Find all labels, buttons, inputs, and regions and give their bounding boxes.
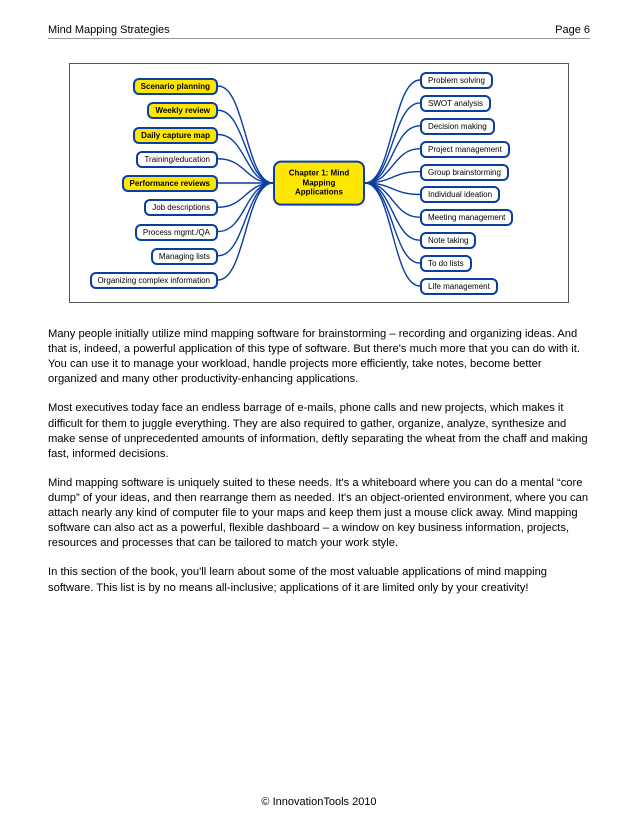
- mindmap-node: Group brainstorming: [420, 164, 509, 181]
- paragraph: Most executives today face an endless ba…: [48, 401, 590, 461]
- mindmap-node: Process mgmt./QA: [135, 224, 218, 241]
- mindmap-node: Training/education: [136, 151, 218, 168]
- mindmap-node: Managing lists: [151, 248, 218, 265]
- mindmap-node: Daily capture map: [133, 127, 218, 144]
- body-copy: Many people initially utilize mind mappi…: [48, 327, 590, 596]
- page-header: Mind Mapping Strategies Page 6: [48, 24, 590, 39]
- mindmap-node: Organizing complex information: [90, 272, 219, 289]
- header-page: Page 6: [555, 24, 590, 36]
- mindmap-node: Job descriptions: [144, 199, 218, 216]
- mindmap-node: Life management: [420, 278, 498, 295]
- mindmap-node: SWOT analysis: [420, 95, 491, 112]
- mindmap-node: Performance reviews: [122, 175, 219, 192]
- mindmap-node: Weekly review: [147, 102, 218, 119]
- center-node: Chapter 1: Mind Mapping Applications: [273, 161, 365, 206]
- mindmap-figure: Chapter 1: Mind Mapping Applications Sce…: [69, 63, 569, 303]
- header-title: Mind Mapping Strategies: [48, 24, 170, 36]
- mindmap-node: Meeting management: [420, 209, 513, 226]
- mindmap-node: Individual ideation: [420, 186, 500, 203]
- paragraph: Many people initially utilize mind mappi…: [48, 327, 590, 387]
- footer-text: © InnovationTools 2010: [261, 796, 376, 808]
- center-node-label: Chapter 1: Mind Mapping Applications: [289, 169, 349, 197]
- mindmap-node: Note taking: [420, 232, 476, 249]
- mindmap-node: Project management: [420, 141, 510, 158]
- mindmap-node: To do lists: [420, 255, 472, 272]
- paragraph: Mind mapping software is uniquely suited…: [48, 476, 590, 552]
- paragraph: In this section of the book, you'll lear…: [48, 565, 590, 595]
- mindmap-node: Problem solving: [420, 72, 493, 89]
- mindmap-node: Scenario planning: [133, 78, 218, 95]
- page-footer: © InnovationTools 2010: [0, 796, 638, 808]
- mindmap-node: Decision making: [420, 118, 495, 135]
